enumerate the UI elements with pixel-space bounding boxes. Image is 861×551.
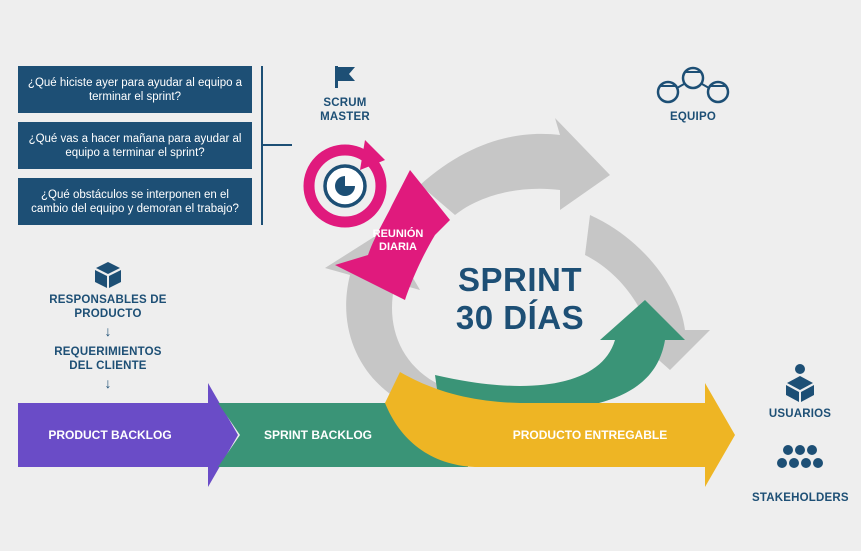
cycle-arrow-right	[585, 215, 710, 370]
arrow-down-1: ↓	[104, 323, 112, 339]
deliverable-label: PRODUCTO ENTREGABLE	[512, 428, 668, 442]
stakeholders-dots-icon	[777, 445, 823, 468]
sprint-duration: 30 DÍAS	[455, 299, 585, 336]
product-backlog-label: PRODUCT BACKLOG	[48, 428, 172, 442]
question-yesterday: ¿Qué hiciste ayer para ayudar al equipo …	[18, 66, 252, 113]
cycle-arrow-green	[435, 300, 685, 413]
deliverable-arrow	[385, 372, 735, 487]
equipo-label: EQUIPO	[670, 111, 716, 123]
responsables-label: RESPONSABLES DE PRODUCTO	[49, 294, 167, 320]
clock-icon	[323, 164, 367, 208]
flag-icon	[335, 66, 355, 88]
sprint-backlog-label: SPRINT BACKLOG	[264, 428, 372, 442]
arrow-down-2: ↓	[104, 375, 112, 391]
product-backlog-arrow	[18, 383, 238, 487]
daily-meeting-label: REUNIÓN DIARIA	[372, 228, 424, 253]
stakeholders-label: STAKEHOLDERS	[752, 492, 849, 504]
question-obstacles: ¿Qué obstáculos se interponen en el camb…	[18, 178, 252, 225]
usuarios-label: USUARIOS	[768, 408, 832, 420]
daily-meeting-loop-head	[360, 140, 385, 170]
product-box-icon	[95, 262, 121, 288]
daily-meeting-arrow	[335, 170, 450, 300]
team-icon	[656, 66, 730, 104]
questions-bracket	[261, 66, 292, 225]
requerimientos-label: REQUERIMIENTOS DEL CLIENTE	[54, 346, 162, 372]
scrum-master-label: SCRUM MASTER	[320, 97, 370, 123]
cycle-arrow-top	[420, 118, 610, 215]
daily-meeting-loop	[303, 144, 387, 228]
user-box-icon	[786, 364, 814, 402]
question-tomorrow: ¿Qué vas a hacer mañana para ayudar al e…	[18, 122, 252, 169]
sprint-title: SPRINT	[457, 261, 582, 298]
